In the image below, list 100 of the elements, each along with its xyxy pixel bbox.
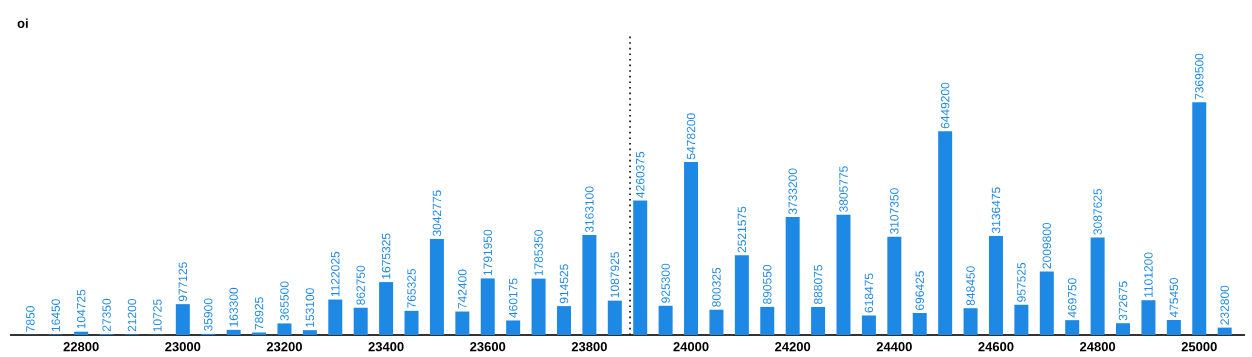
bar (963, 308, 978, 335)
bar (531, 278, 546, 335)
x-tick-label: 23200 (266, 342, 302, 352)
data-label: 890550 (763, 264, 772, 304)
bar (277, 323, 292, 335)
x-tick-label: 24400 (876, 342, 912, 352)
data-label: 365500 (280, 281, 289, 321)
x-tick-label: 24000 (673, 342, 709, 352)
data-label: 232800 (1220, 285, 1229, 325)
data-label: 460175 (508, 278, 518, 318)
data-label: 800325 (712, 267, 721, 307)
data-label: 848450 (966, 266, 975, 306)
data-label: 78925 (254, 297, 264, 330)
data-label: 765325 (407, 268, 416, 308)
bar (379, 282, 394, 335)
bar (302, 330, 317, 335)
data-label: 3136475 (991, 187, 1001, 234)
data-label: 1122025 (331, 251, 340, 297)
data-label: 7369500 (1195, 53, 1204, 100)
bar (1141, 300, 1156, 335)
data-label: 888075 (813, 265, 823, 305)
bar (861, 315, 876, 335)
bar (988, 235, 1003, 335)
data-label: 696425 (915, 271, 924, 310)
bar (226, 329, 241, 335)
bar (480, 278, 495, 335)
bar (1090, 237, 1105, 335)
y-axis-title: oi (17, 18, 28, 28)
data-label: 21200 (127, 299, 137, 332)
data-label: 914525 (559, 264, 569, 304)
data-label: 957525 (1017, 262, 1026, 302)
bar (607, 300, 622, 335)
bar (353, 307, 368, 335)
bar (1116, 323, 1131, 335)
bar (658, 305, 673, 335)
bar (74, 331, 89, 335)
x-tick-label: 24600 (978, 342, 1014, 352)
data-label: 6449200 (940, 82, 950, 129)
bar (455, 311, 470, 335)
data-label: 163300 (229, 287, 238, 327)
bar (1065, 320, 1080, 335)
bar (1039, 271, 1054, 335)
bar (328, 299, 343, 335)
x-tick-label: 23800 (571, 342, 607, 352)
bar (938, 131, 953, 335)
bar (709, 309, 724, 335)
bar (887, 236, 902, 335)
bar (175, 304, 190, 335)
data-label: 3042775 (432, 190, 442, 237)
data-label: 618475 (864, 273, 874, 313)
data-label: 862750 (356, 265, 365, 305)
data-label: 2009800 (1042, 222, 1052, 269)
data-label: 1101200 (1144, 252, 1153, 297)
data-label: 3163100 (585, 186, 594, 233)
bar (684, 162, 699, 335)
x-tick-label: 25000 (1181, 342, 1217, 352)
x-tick-label: 24800 (1079, 342, 1116, 352)
bar (252, 332, 267, 335)
x-tick-label: 24200 (775, 342, 811, 352)
x-tick-label: 23400 (368, 342, 404, 352)
data-label: 1087925 (610, 252, 620, 298)
data-label: 3087625 (1093, 188, 1102, 235)
data-label: 977125 (178, 262, 188, 302)
data-label: 104725 (76, 289, 86, 329)
bar (633, 200, 648, 335)
bar (734, 255, 749, 335)
bar (404, 310, 419, 335)
bar (506, 320, 521, 335)
data-label: 5478200 (686, 113, 696, 160)
data-label: 10725 (153, 299, 162, 332)
bar (429, 238, 444, 335)
bar (556, 306, 571, 335)
bar (785, 217, 800, 335)
data-label: 1785350 (534, 229, 543, 276)
bar (582, 235, 597, 335)
data-label: 35900 (203, 298, 213, 331)
data-label: 7850 (26, 306, 35, 332)
x-tick-label: 23000 (165, 342, 201, 352)
bar (1217, 327, 1232, 335)
data-label: 475450 (1169, 278, 1179, 318)
bar (836, 214, 851, 335)
data-label: 27350 (102, 298, 111, 332)
data-label: 372675 (1118, 281, 1128, 321)
bar (1166, 319, 1181, 335)
data-label: 1791950 (483, 229, 492, 276)
x-tick-label: 22800 (63, 342, 99, 352)
data-label: 3107350 (890, 188, 899, 234)
data-label: 3805775 (839, 166, 848, 212)
data-label: 3733200 (788, 168, 797, 215)
data-label: 2521575 (737, 206, 747, 253)
x-tick-label: 23600 (470, 342, 506, 352)
data-label: 742400 (458, 269, 467, 309)
bar (1014, 304, 1029, 335)
bar (912, 313, 927, 335)
data-label: 4260375 (635, 151, 645, 198)
data-label: 925300 (661, 263, 670, 303)
bar (811, 306, 826, 335)
data-label: 1675325 (381, 233, 391, 279)
bar (1192, 102, 1207, 335)
data-label: 469750 (1067, 278, 1077, 318)
